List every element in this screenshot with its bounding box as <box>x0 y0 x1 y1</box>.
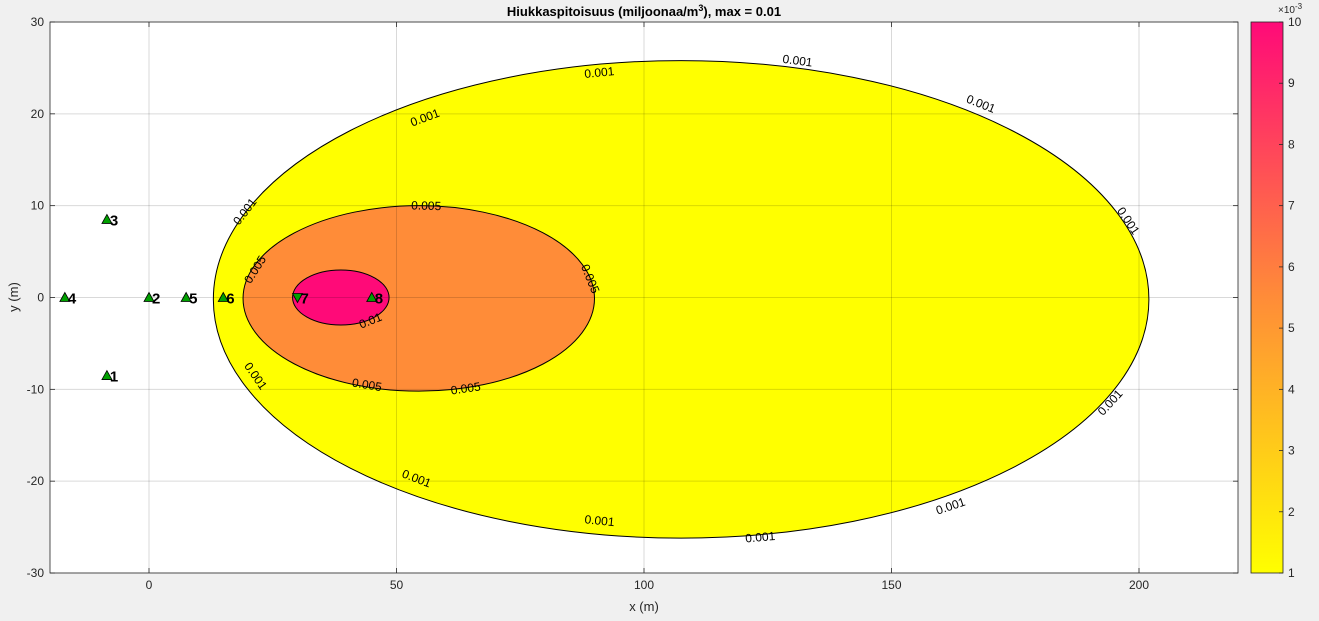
y-tick-label-1: 20 <box>31 107 45 121</box>
contour-label-0-1: 0.001 <box>782 52 814 70</box>
x-tick-label-0: 0 <box>146 578 153 592</box>
y-tick-label-6: -30 <box>27 566 45 580</box>
colorbar-exponent-base: ×10 <box>1278 5 1295 16</box>
point-marker-6 <box>217 291 229 302</box>
point-marker-5 <box>180 291 192 302</box>
point-label-6: 6 <box>226 291 234 308</box>
point-marker-2 <box>143 291 155 302</box>
colorbar-tick-label-6: 7 <box>1288 199 1295 213</box>
contour-fill-1 <box>243 205 595 392</box>
x-tick-label-2: 100 <box>634 578 654 592</box>
contour-label-1-0: 0.005 <box>411 198 442 213</box>
x-tick-label-3: 150 <box>881 578 901 592</box>
x-tick-label-1: 50 <box>390 578 404 592</box>
point-label-1: 1 <box>110 369 118 386</box>
colorbar-tick-label-1: 2 <box>1288 505 1295 519</box>
y-tick-label-5: -20 <box>27 474 45 488</box>
point-marker-3 <box>101 213 113 224</box>
colorbar: 1 2 3 4 5 6 7 8 9 10 ×10-3 <box>1250 2 1303 580</box>
colorbar-tick-label-2: 3 <box>1288 444 1295 458</box>
point-marker-8 <box>366 291 378 302</box>
point-label-2: 2 <box>152 291 160 308</box>
grid-lines <box>50 22 1238 573</box>
point-label-8: 8 <box>375 291 383 308</box>
x-axis-label: x (m) <box>629 599 659 614</box>
colorbar-tick-label-8: 9 <box>1288 76 1295 90</box>
colorbar-tick-label-0: 1 <box>1288 566 1295 580</box>
contour-fills <box>213 60 1149 539</box>
x-tick-label-4: 200 <box>1129 578 1149 592</box>
contour-line-1 <box>242 205 595 392</box>
y-tick-label-3: 0 <box>37 291 44 305</box>
contour-fill-2 <box>292 269 390 326</box>
contour-line-0 <box>212 60 1150 539</box>
contour-label-1-3: 0.005 <box>351 375 383 394</box>
point-label-5: 5 <box>189 291 197 308</box>
chart-title: Hiukkaspitoisuus (miljoonaa/m3), max = 0… <box>507 3 781 19</box>
contour-lines <box>212 60 1150 539</box>
contour-fill-0 <box>213 60 1149 539</box>
contour-label-0-0: 0.001 <box>584 64 616 81</box>
y-tick-label-2: 10 <box>31 199 45 213</box>
colorbar-ticks: 1 2 3 4 5 6 7 8 9 10 <box>1279 15 1302 580</box>
x-axis: 0 50 100 150 200 <box>146 22 1149 592</box>
point-marker-1 <box>101 369 113 380</box>
contour-label-0-6: 0.001 <box>745 529 776 546</box>
colorbar-tick-label-9: 10 <box>1288 15 1302 29</box>
colorbar-tick-label-7: 8 <box>1288 137 1295 151</box>
colorbar-tick-label-3: 4 <box>1288 382 1295 396</box>
y-tick-label-0: 30 <box>31 15 45 29</box>
point-label-4: 4 <box>68 291 77 308</box>
contour-line-2 <box>292 269 390 326</box>
source-points: 1 2 3 4 5 6 7 8 <box>59 212 383 386</box>
colorbar-tick-label-5: 6 <box>1288 260 1295 274</box>
title-sup: 3 <box>698 3 703 13</box>
point-label-3: 3 <box>110 212 118 229</box>
point-label-7: 7 <box>301 291 309 308</box>
colorbar-tick-label-4: 5 <box>1288 321 1295 335</box>
title-tail: ), max = 0.01 <box>703 4 781 19</box>
colorbar-frame <box>1250 21 1284 574</box>
colorbar-gradient <box>1251 22 1283 573</box>
y-axis-label: y (m) <box>6 282 21 312</box>
title-main: Hiukkaspitoisuus (miljoonaa/m <box>507 4 698 19</box>
contour-label-0-7: 0.001 <box>584 512 616 529</box>
colorbar-exponent: ×10-3 <box>1278 2 1303 16</box>
colorbar-exponent-sup: -3 <box>1295 2 1303 11</box>
point-marker-7 <box>291 293 304 304</box>
point-marker-4 <box>59 291 71 302</box>
y-tick-label-4: -10 <box>27 382 45 396</box>
y-axis: 30 20 10 0 -10 -20 -30 <box>27 15 1238 580</box>
contour-label-1-2: 0.005 <box>450 379 482 397</box>
